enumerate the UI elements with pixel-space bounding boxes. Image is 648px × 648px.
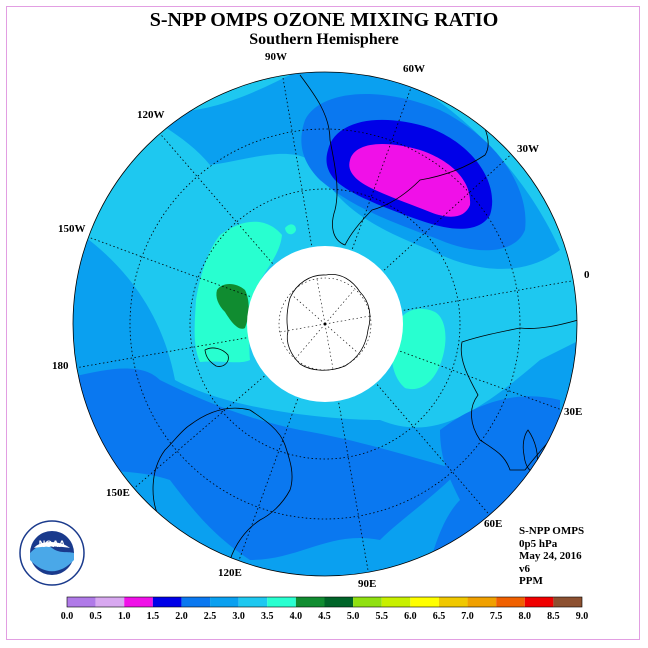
- colorbar-tick-label: 1.0: [118, 611, 131, 622]
- region-3-5-east: [391, 308, 446, 390]
- colorbar-swatch: [524, 597, 554, 607]
- colorbar-tick-label: 2.0: [175, 611, 188, 622]
- colorbar-tick-label: 5.5: [375, 611, 388, 622]
- lon-label-30e: 30E: [564, 406, 583, 418]
- lon-label-120e: 120E: [218, 567, 242, 579]
- south-pole-marker: [323, 322, 327, 326]
- svg-text:NOAA: NOAA: [39, 539, 66, 549]
- pole-meridian-f: [295, 323, 326, 359]
- colorbar-tick-label: 3.0: [232, 611, 245, 622]
- meridian-90w: [281, 72, 326, 325]
- map-subtitle: Southern Hemisphere: [249, 31, 399, 48]
- pole-meridian-b: [324, 289, 355, 325]
- map-title: S-NPP OMPS OZONE MIXING RATIO: [149, 9, 499, 31]
- colorbar-swatch: [381, 597, 411, 607]
- lon-label-180: 180: [52, 360, 69, 372]
- colorbar-swatch: [67, 597, 96, 607]
- figure-frame: [6, 6, 640, 640]
- colorbar-swatch: [467, 597, 497, 607]
- colorbar-tick-label: 0.5: [89, 611, 102, 622]
- colorbar-tick-label: 8.5: [547, 611, 560, 622]
- colorbar-tick-label: 6.0: [404, 611, 417, 622]
- colorbar-swatch: [267, 597, 296, 607]
- coastline-australia: [152, 407, 293, 576]
- meridian-90e: [324, 323, 370, 576]
- lon-label-90w: 90W: [265, 51, 287, 63]
- lon-label-60e: 60E: [484, 518, 503, 530]
- noaa-logo: NOAA: [19, 520, 85, 586]
- colorbar-swatch: [181, 597, 211, 607]
- meridian-60e: [324, 323, 494, 520]
- pole-meridian-d: [324, 323, 359, 354]
- colorbar-tick-label: 4.0: [290, 611, 303, 622]
- region-4-0: [216, 284, 249, 329]
- colorbar-tick-label: 0.0: [61, 611, 74, 622]
- info-units: PPM: [519, 575, 543, 587]
- info-instrument: S-NPP OMPS: [519, 525, 585, 537]
- region-1-0: [349, 144, 471, 217]
- colorbar-swatch: [210, 597, 239, 607]
- info-panel: S-NPP OMPS 0p5 hPa May 24, 2016 v6 PPM: [519, 525, 584, 588]
- coastline-africa: [460, 319, 577, 471]
- map-border: [72, 71, 578, 577]
- lon-label-30w: 30W: [517, 143, 539, 155]
- colorbar-tick-label: 5.0: [347, 611, 360, 622]
- colorbar-tick-label: 7.0: [461, 611, 474, 622]
- lon-label-60w: 60W: [403, 63, 425, 75]
- colorbar-tick-label: 9.0: [576, 611, 589, 622]
- colorbar-outline: [66, 596, 583, 608]
- colorbar-swatch: [324, 597, 354, 607]
- colorbar-swatch: [124, 597, 153, 607]
- pole-meridian-h: [291, 294, 326, 325]
- colorbar-swatch: [152, 597, 182, 607]
- info-version: v6: [519, 562, 530, 575]
- colorbar-swatch: [496, 597, 525, 607]
- latitude-circle-20s: [129, 128, 521, 520]
- latitude-circle-40s: [189, 188, 461, 460]
- coastline-south-america: [299, 74, 489, 246]
- colorbar-tick-label: 8.0: [519, 611, 532, 622]
- meridian-30w: [324, 149, 517, 325]
- latitude-circle-70s: [278, 277, 372, 371]
- colorbar-tick-label: 2.5: [204, 611, 217, 622]
- colorbar-tick-label: 3.5: [261, 611, 274, 622]
- lon-label-150e: 150E: [106, 487, 130, 499]
- colorbar-tick-label: 4.5: [318, 611, 331, 622]
- antarctica-outline: [286, 274, 371, 371]
- colorbar-tick-label: 1.5: [147, 611, 160, 622]
- info-level: 0p5 hPa: [519, 537, 558, 550]
- colorbar-tick-label: 7.5: [490, 611, 503, 622]
- coastline-new-zealand: [204, 347, 229, 367]
- lon-label-90e: 90E: [358, 578, 377, 590]
- meridian-150e: [131, 323, 326, 491]
- colorbar-swatch: [295, 597, 325, 607]
- region-3-5-small: [285, 224, 296, 235]
- meridian-120w: [155, 128, 326, 325]
- info-date: May 24, 2016: [519, 550, 582, 562]
- lon-label-0: 0: [584, 269, 590, 281]
- colorbar-tick-label: 6.5: [433, 611, 446, 622]
- colorbar-swatch: [438, 597, 468, 607]
- lon-label-150w: 150W: [58, 223, 86, 235]
- colorbar-swatch: [238, 597, 268, 607]
- colorbar-swatch: [410, 597, 439, 607]
- colorbar-swatch: [553, 597, 582, 607]
- colorbar-swatch: [353, 597, 382, 607]
- region-2-0-southwest: [73, 368, 460, 560]
- colorbar-swatch: [95, 597, 125, 607]
- lon-label-120w: 120W: [137, 109, 165, 121]
- coastline-madagascar: [522, 429, 538, 472]
- meridian-0: [324, 279, 577, 325]
